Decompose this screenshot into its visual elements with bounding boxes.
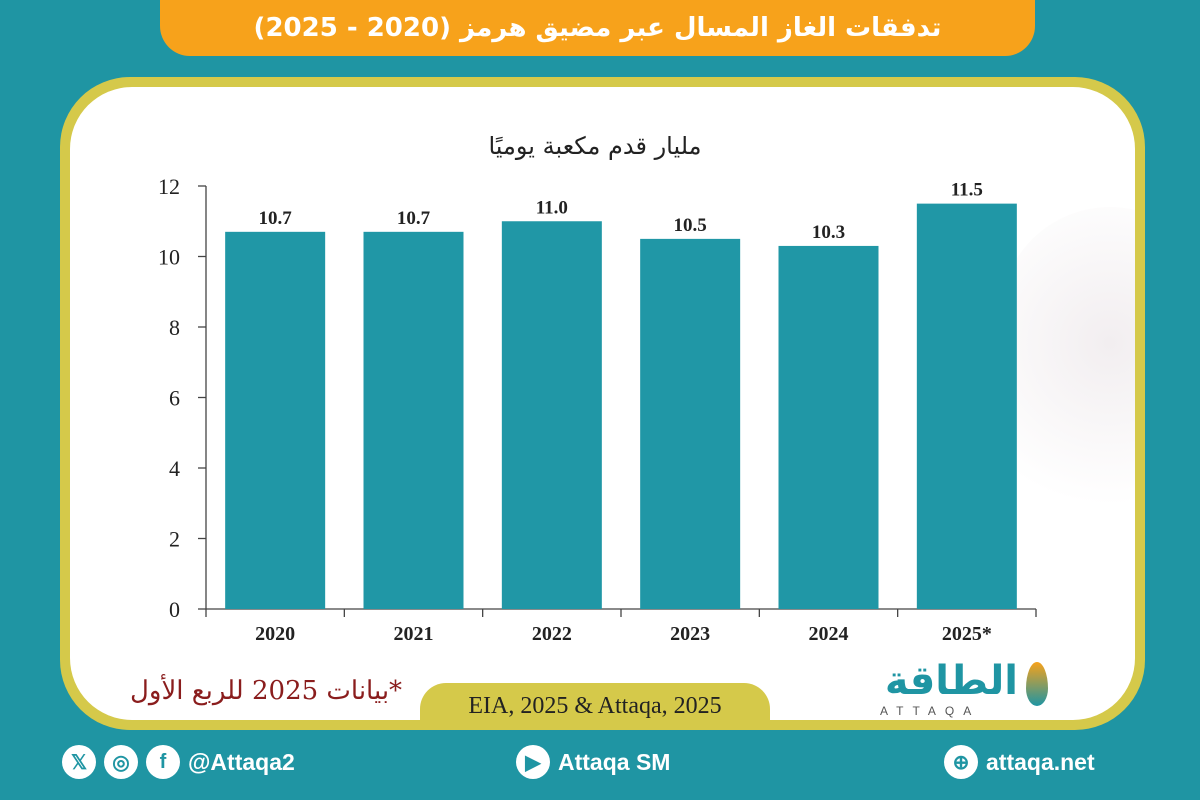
bar	[640, 238, 741, 609]
x-tick-label: 2020	[255, 623, 295, 645]
bar-value-label: 10.3	[812, 222, 845, 243]
globe-icon: ⊕	[944, 745, 978, 779]
logo-drop-icon	[1026, 662, 1048, 706]
bar	[225, 231, 326, 609]
facebook-icon[interactable]: f	[146, 745, 180, 779]
footnote: *بيانات 2025 للربع الأول	[130, 676, 403, 706]
bar-value-label: 10.7	[259, 208, 293, 229]
y-tick-label: 10	[158, 245, 180, 270]
bar	[363, 231, 464, 609]
x-tick-label: 2023	[670, 623, 710, 645]
x-tick-label: 2025*	[942, 623, 992, 645]
y-tick-label: 2	[169, 527, 180, 552]
source-label: EIA, 2025 & Attaqa, 2025	[420, 683, 770, 730]
youtube-link[interactable]: ▶ Attaqa SM	[516, 742, 670, 782]
bar-value-label: 11.0	[536, 197, 568, 218]
logo-latin-text: ATTAQA	[880, 704, 981, 718]
logo-arabic-text: الطاقة	[884, 658, 1018, 704]
chart-title: مليار قدم مكعبة يوميًا	[488, 132, 701, 160]
social-handle[interactable]: @Attaqa2	[188, 748, 295, 775]
x-tick-label: 2024	[809, 623, 849, 645]
bar-value-label: 10.7	[397, 208, 431, 229]
social-links: 𝕏 ◎ f @Attaqa2	[62, 742, 295, 782]
youtube-handle: Attaqa SM	[558, 748, 671, 775]
y-tick-label: 0	[169, 597, 180, 622]
y-tick-label: 4	[169, 456, 180, 481]
page-title-text: تدفقات الغاز المسال عبر مضيق هرمز (2020 …	[253, 13, 942, 43]
bar	[501, 221, 602, 609]
attaqa-logo: الطاقة ATTAQA	[868, 658, 1050, 720]
x-icon[interactable]: 𝕏	[62, 745, 96, 779]
page-title: تدفقات الغاز المسال عبر مضيق هرمز (2020 …	[160, 0, 1035, 56]
website-link[interactable]: ⊕ attaqa.net	[944, 742, 1095, 782]
bar	[778, 245, 879, 610]
x-tick-label: 2021	[394, 623, 434, 645]
y-tick-label: 6	[169, 386, 180, 411]
bar-value-label: 11.5	[951, 180, 983, 201]
y-tick-label: 8	[169, 315, 180, 340]
website-text: attaqa.net	[986, 748, 1095, 775]
y-tick-label: 12	[158, 174, 180, 199]
bar-value-label: 10.5	[674, 215, 707, 236]
bar	[916, 203, 1017, 609]
instagram-icon[interactable]: ◎	[104, 745, 138, 779]
source-text: EIA, 2025 & Attaqa, 2025	[468, 693, 722, 719]
x-tick-label: 2022	[532, 623, 572, 645]
youtube-icon: ▶	[516, 745, 550, 779]
watermark-drop	[1000, 207, 1135, 547]
